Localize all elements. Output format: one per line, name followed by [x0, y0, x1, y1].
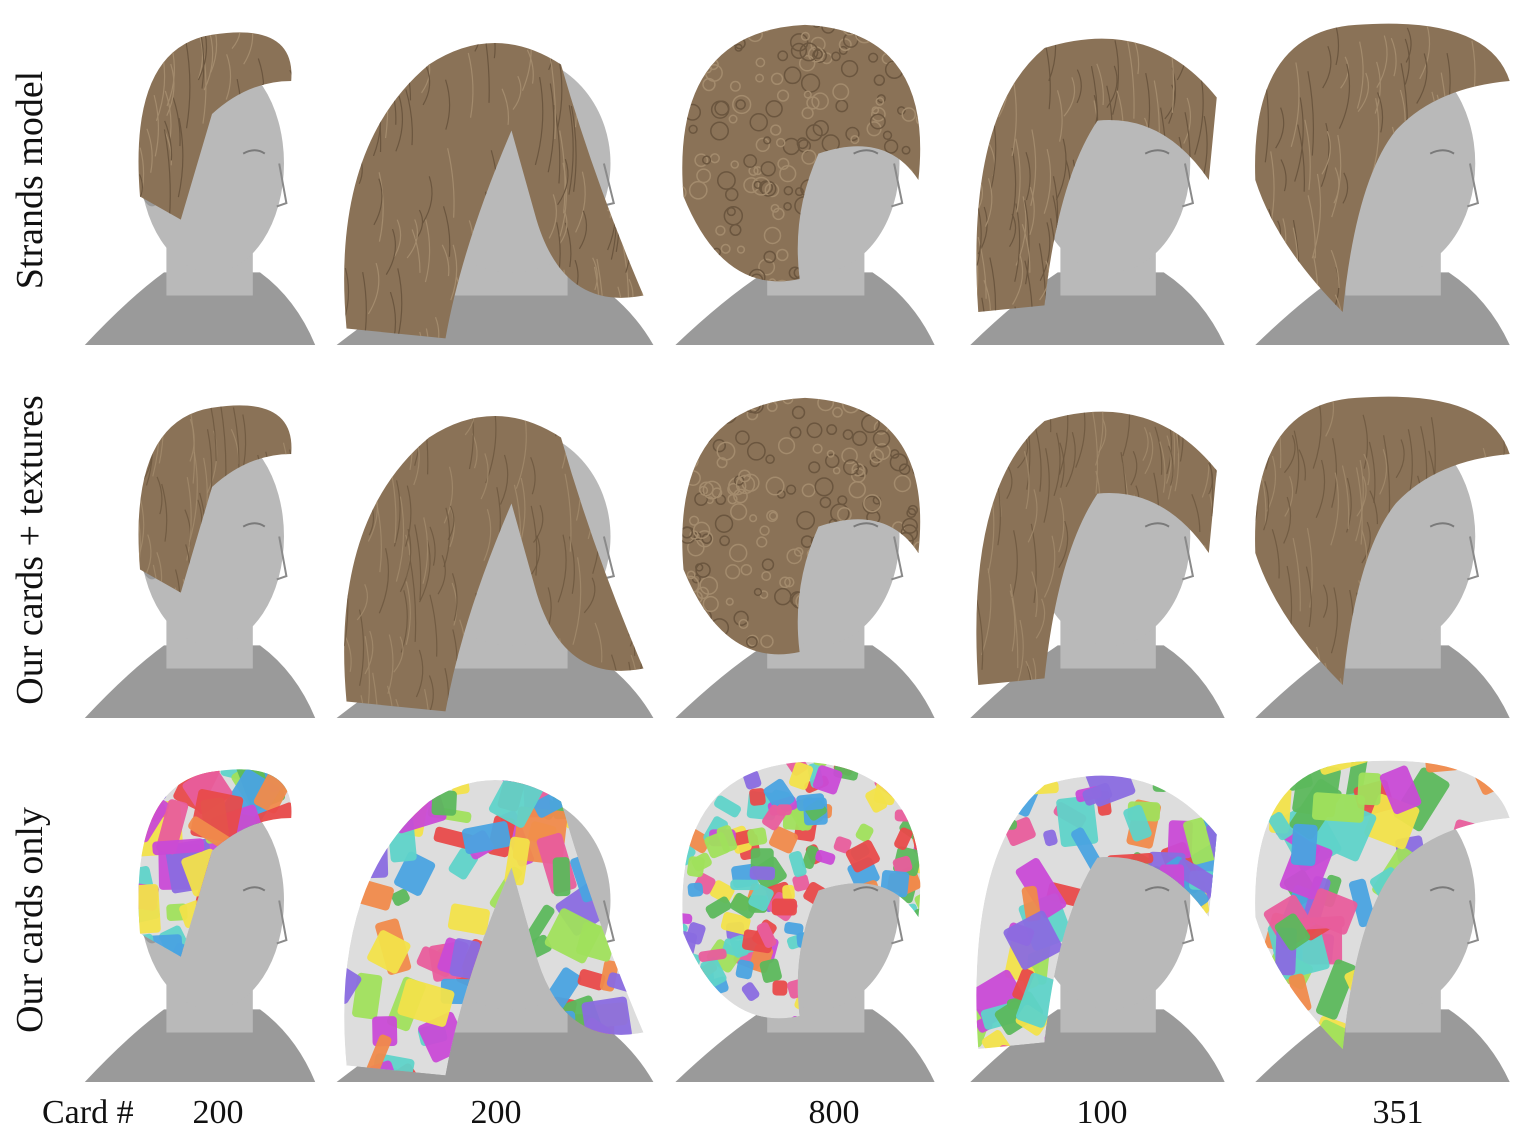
card-count-col-1: 200 [192, 1094, 244, 1131]
render-cards-col-3 [670, 752, 940, 1082]
card-count-col-4: 100 [1076, 1094, 1128, 1131]
render-cards-col-1 [80, 752, 320, 1082]
render-strands-col-3 [670, 15, 940, 345]
render-textured-col-1 [80, 388, 320, 718]
card-count-label: Card # [42, 1094, 134, 1131]
render-textured-col-4 [965, 388, 1230, 718]
render-cards-col-4 [965, 752, 1230, 1082]
render-cards-col-2 [330, 752, 660, 1082]
row-label-strands: Strands model [9, 70, 52, 290]
render-cards-col-5 [1250, 752, 1515, 1082]
render-strands-col-2 [330, 15, 660, 345]
render-strands-col-4 [965, 15, 1230, 345]
render-strands-col-1 [80, 15, 320, 345]
render-textured-col-3 [670, 388, 940, 718]
card-count-col-5: 351 [1372, 1094, 1424, 1131]
render-textured-col-2 [330, 388, 660, 718]
row-label-cards-textures: Our cards + textures [9, 395, 51, 705]
render-textured-col-5 [1250, 388, 1515, 718]
card-count-col-2: 200 [470, 1094, 522, 1131]
card-count-col-3: 800 [808, 1094, 860, 1131]
render-strands-col-5 [1250, 15, 1515, 345]
row-label-cards-only: Our cards only [9, 807, 51, 1033]
